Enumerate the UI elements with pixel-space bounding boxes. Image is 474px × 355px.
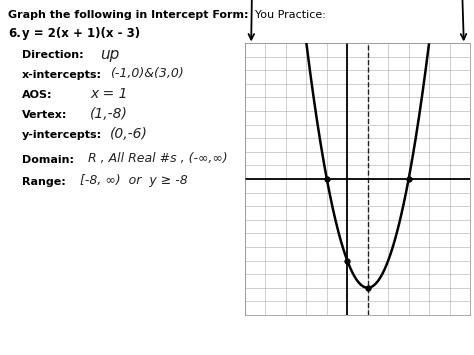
Text: AOS:: AOS: <box>22 90 53 100</box>
Text: Graph the following in Intercept Form:: Graph the following in Intercept Form: <box>8 10 248 20</box>
Text: [-8, ∞)  or  y ≥ -8: [-8, ∞) or y ≥ -8 <box>80 174 188 187</box>
Text: Range:: Range: <box>22 177 66 187</box>
Text: Domain:: Domain: <box>22 155 74 165</box>
Text: 6.: 6. <box>8 27 21 40</box>
Text: (0,-6): (0,-6) <box>110 127 148 141</box>
Text: You Practice:: You Practice: <box>255 10 326 20</box>
Text: Vertex:: Vertex: <box>22 110 67 120</box>
Text: x = 1: x = 1 <box>90 87 128 101</box>
Text: up: up <box>100 47 119 62</box>
Text: y = 2(x + 1)(x - 3): y = 2(x + 1)(x - 3) <box>22 27 140 40</box>
Text: (1,-8): (1,-8) <box>90 107 128 121</box>
Text: x-intercepts:: x-intercepts: <box>22 70 102 80</box>
Text: Direction:: Direction: <box>22 50 83 60</box>
Text: R , All Real #s , (-∞,∞): R , All Real #s , (-∞,∞) <box>88 152 228 165</box>
Text: y-intercepts:: y-intercepts: <box>22 130 102 140</box>
Text: (-1,0)&(3,0): (-1,0)&(3,0) <box>110 67 184 80</box>
